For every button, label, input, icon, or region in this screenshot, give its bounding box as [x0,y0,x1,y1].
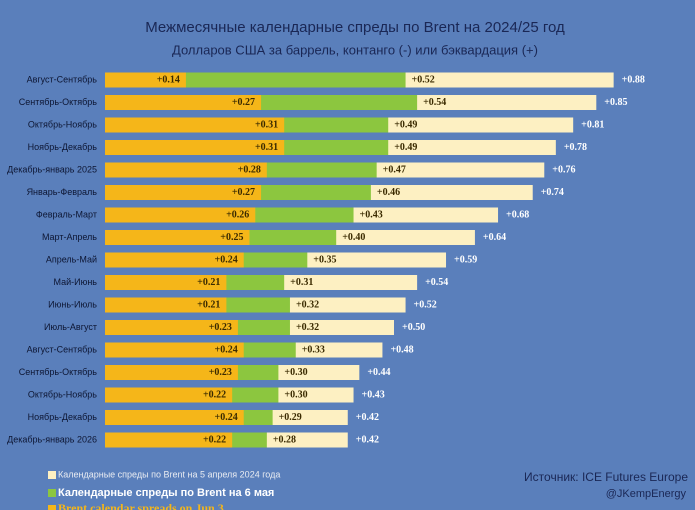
value-label: +0.32 [296,299,319,310]
y-tick-label: Апрель-Май [46,254,97,264]
legend-swatch [48,489,56,497]
y-tick-label: Декабрь-январь 2026 [7,434,97,444]
bar [105,72,186,88]
value-label: +0.33 [302,344,325,355]
bar [105,410,244,425]
value-label: +0.14 [157,74,180,85]
value-label: +0.27 [232,187,255,198]
bar [105,365,238,380]
value-label: +0.26 [226,209,249,220]
value-label: +0.31 [255,119,278,130]
value-label: +0.54 [425,277,448,288]
legend-label: Brent calendar spreads on Jun 3 [58,501,224,510]
value-label: +0.27 [232,97,255,108]
bar [105,432,233,448]
y-tick-label: Ноябрь-Декабрь [28,412,98,422]
value-label: +0.31 [255,142,278,153]
bar [105,162,267,178]
value-label: +0.76 [552,164,575,175]
y-tick-label: Сентябрь-Октябрь [19,97,98,107]
y-tick-label: Октябрь-Ноябрь [28,119,97,129]
value-label: +0.24 [215,344,238,355]
y-tick-label: Январь-Февраль [27,187,98,197]
bar [105,95,262,110]
chart-subtitle: Долларов США за баррель, контанго (-) ил… [172,42,538,57]
chart-title: Межмесячные календарные спреды по Brent … [145,19,565,36]
value-label: +0.31 [290,277,313,288]
value-label: +0.43 [360,209,383,220]
y-tick-label: Февраль-Март [36,209,97,219]
value-label: +0.81 [581,119,604,130]
y-tick-label: Июль-Август [44,322,97,332]
bar [105,275,227,290]
value-label: +0.52 [412,74,435,85]
y-tick-label: Август-Сентябрь [27,74,98,84]
y-tick-label: Декабрь-январь 2025 [7,164,97,174]
bar [105,117,285,133]
value-label: +0.30 [284,367,307,378]
value-label: +0.22 [203,434,226,445]
y-tick-label: Март-Апрель [42,232,97,242]
value-label: +0.50 [402,322,425,333]
value-label: +0.30 [284,389,307,400]
value-label: +0.21 [197,299,220,310]
y-tick-label: Август-Сентябрь [27,344,98,354]
source: Источник: ICE Futures Europe [524,470,688,484]
value-label: +0.28 [238,164,261,175]
bar [105,185,262,200]
value-label: +0.29 [279,412,302,423]
bar [105,387,233,403]
bar [105,252,244,268]
value-label: +0.85 [604,97,627,108]
credit: @JKempEnergy [606,488,687,500]
y-tick-label: Октябрь-Ноябрь [28,389,97,399]
value-label: +0.78 [564,142,587,153]
bar [105,342,244,358]
value-label: +0.21 [197,277,220,288]
value-label: +0.28 [273,434,296,445]
value-label: +0.48 [390,344,413,355]
value-label: +0.42 [356,434,379,445]
bar [105,230,250,245]
legend-swatch [48,505,56,510]
value-label: +0.88 [622,74,645,85]
value-label: +0.46 [377,187,400,198]
value-label: +0.24 [215,254,238,265]
value-label: +0.52 [414,299,437,310]
value-label: +0.23 [209,367,232,378]
value-label: +0.22 [203,389,226,400]
value-label: +0.43 [362,389,385,400]
legend-label: Календарные спреды по Brent на 5 апреля … [58,469,280,479]
value-label: +0.54 [423,97,446,108]
value-label: +0.49 [394,142,417,153]
y-tick-label: Июнь-Июль [48,299,97,309]
value-label: +0.25 [220,232,243,243]
value-label: +0.42 [356,412,379,423]
bar [105,140,285,155]
legend-label: Календарные спреды по Brent на 6 мая [58,487,274,499]
value-label: +0.59 [454,254,477,265]
bar [105,320,238,335]
value-label: +0.64 [483,232,506,243]
value-label: +0.74 [541,187,564,198]
value-label: +0.24 [215,412,238,423]
y-tick-label: Май-Июнь [53,277,97,287]
bar [105,207,256,223]
value-label: +0.32 [296,322,319,333]
value-label: +0.68 [506,209,529,220]
value-label: +0.23 [209,322,232,333]
y-tick-label: Сентябрь-Октябрь [19,367,98,377]
value-label: +0.49 [394,119,417,130]
value-label: +0.35 [313,254,336,265]
y-tick-label: Ноябрь-Декабрь [28,142,98,152]
legend-swatch [48,471,56,479]
bar [105,297,227,313]
value-label: +0.44 [367,367,390,378]
value-label: +0.40 [342,232,365,243]
value-label: +0.47 [383,164,406,175]
